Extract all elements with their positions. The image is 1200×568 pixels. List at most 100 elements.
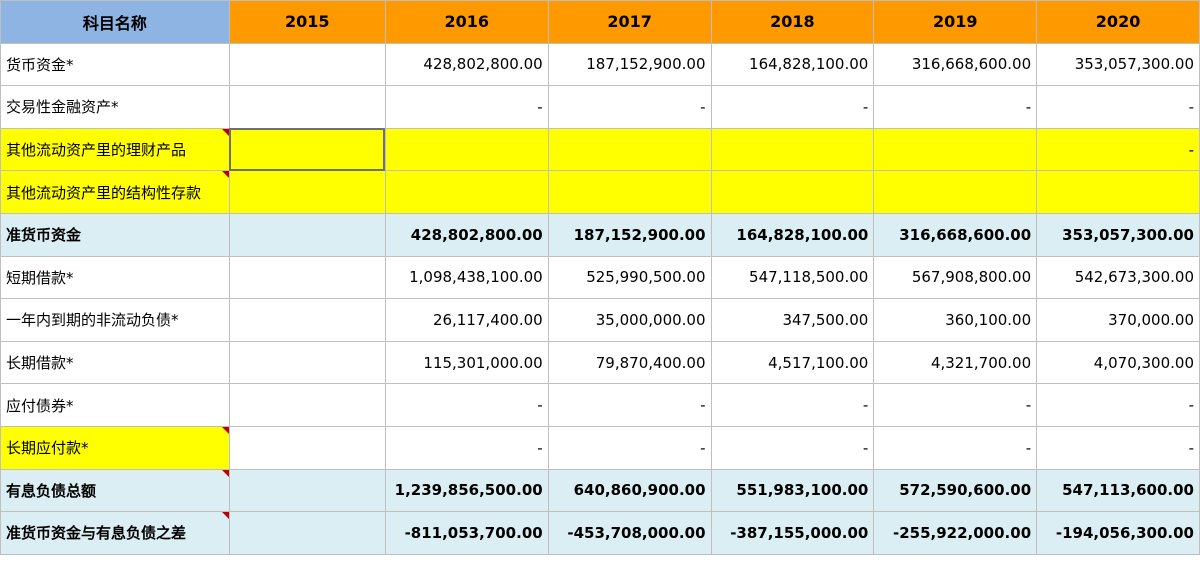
value-cell[interactable] xyxy=(873,127,1038,172)
table-row: 长期借款* 115,301,000.00 79,870,400.00 4,517… xyxy=(0,340,1200,385)
value-cell[interactable] xyxy=(384,127,549,172)
header-cell-2020[interactable]: 2020 xyxy=(1036,0,1200,44)
value-cell[interactable] xyxy=(384,170,549,214)
value-cell[interactable] xyxy=(228,425,386,470)
value-cell[interactable] xyxy=(228,468,386,513)
row-label-cell[interactable]: 其他流动资产里的理财产品 xyxy=(0,127,230,172)
value-cell[interactable]: -811,053,700.00 xyxy=(384,511,549,555)
header-cell-2016[interactable]: 2016 xyxy=(384,0,549,44)
value-cell[interactable]: -387,155,000.00 xyxy=(710,511,875,555)
value-cell[interactable]: - xyxy=(547,383,712,427)
value-cell[interactable]: 547,118,500.00 xyxy=(710,255,875,300)
value-cell[interactable]: - xyxy=(384,383,549,427)
row-label-cell[interactable]: 有息负债总额 xyxy=(0,468,230,513)
value-cell[interactable] xyxy=(228,511,386,555)
header-cell-2018[interactable]: 2018 xyxy=(710,0,875,44)
value-cell[interactable]: - xyxy=(873,85,1038,129)
row-label-cell[interactable]: 一年内到期的非流动负债* xyxy=(0,298,230,342)
value-cell[interactable]: 360,100.00 xyxy=(873,298,1038,342)
row-label-cell[interactable]: 准货币资金 xyxy=(0,212,230,257)
value-cell[interactable] xyxy=(873,170,1038,214)
value-cell[interactable]: 4,517,100.00 xyxy=(710,340,875,385)
row-label-cell[interactable]: 长期借款* xyxy=(0,340,230,385)
value-cell[interactable]: - xyxy=(1036,425,1200,470)
value-cell[interactable]: 572,590,600.00 xyxy=(873,468,1038,513)
value-cell[interactable]: 353,057,300.00 xyxy=(1036,42,1200,87)
value-cell[interactable]: -194,056,300.00 xyxy=(1036,511,1200,555)
table-row: 准货币资金与有息负债之差 -811,053,700.00 -453,708,00… xyxy=(0,511,1200,555)
value-cell[interactable]: - xyxy=(1036,85,1200,129)
value-cell[interactable] xyxy=(228,170,386,214)
value-cell[interactable]: 164,828,100.00 xyxy=(710,212,875,257)
value-cell[interactable] xyxy=(710,170,875,214)
header-cell-name[interactable]: 科目名称 xyxy=(0,0,230,44)
value-cell[interactable]: 370,000.00 xyxy=(1036,298,1200,342)
value-cell[interactable]: 164,828,100.00 xyxy=(710,42,875,87)
value-cell[interactable]: - xyxy=(873,383,1038,427)
table-row: 长期应付款* - - - - - xyxy=(0,425,1200,470)
value-cell[interactable]: 353,057,300.00 xyxy=(1036,212,1200,257)
value-cell[interactable]: -255,922,000.00 xyxy=(873,511,1038,555)
value-cell[interactable] xyxy=(228,383,386,427)
value-cell[interactable]: 187,152,900.00 xyxy=(547,212,712,257)
value-cell[interactable] xyxy=(547,170,712,214)
value-cell[interactable]: 525,990,500.00 xyxy=(547,255,712,300)
value-cell[interactable]: 79,870,400.00 xyxy=(547,340,712,385)
header-cell-2017[interactable]: 2017 xyxy=(547,0,712,44)
row-label-cell[interactable]: 交易性金融资产* xyxy=(0,85,230,129)
value-cell[interactable] xyxy=(228,85,386,129)
value-cell[interactable]: - xyxy=(710,85,875,129)
value-cell[interactable] xyxy=(228,255,386,300)
header-cell-2015[interactable]: 2015 xyxy=(228,0,386,44)
value-cell[interactable]: 1,239,856,500.00 xyxy=(384,468,549,513)
value-cell[interactable]: 4,321,700.00 xyxy=(873,340,1038,385)
table-row: 准货币资金 428,802,800.00 187,152,900.00 164,… xyxy=(0,212,1200,257)
row-label-cell[interactable]: 长期应付款* xyxy=(0,425,230,470)
value-cell[interactable] xyxy=(1036,170,1200,214)
value-cell[interactable]: -453,708,000.00 xyxy=(547,511,712,555)
row-label-cell[interactable]: 短期借款* xyxy=(0,255,230,300)
value-cell[interactable]: - xyxy=(547,85,712,129)
comment-marker-icon xyxy=(221,427,229,434)
value-cell[interactable]: - xyxy=(384,85,549,129)
value-cell[interactable]: 26,117,400.00 xyxy=(384,298,549,342)
value-cell[interactable]: 542,673,300.00 xyxy=(1036,255,1200,300)
header-cell-2019[interactable]: 2019 xyxy=(873,0,1038,44)
value-cell[interactable]: 316,668,600.00 xyxy=(873,42,1038,87)
value-cell[interactable]: 551,983,100.00 xyxy=(710,468,875,513)
value-cell[interactable]: - xyxy=(1036,383,1200,427)
value-cell[interactable]: 187,152,900.00 xyxy=(547,42,712,87)
row-label-cell[interactable]: 货币资金* xyxy=(0,42,230,87)
value-cell[interactable]: - xyxy=(547,425,712,470)
value-cell[interactable] xyxy=(547,127,712,172)
table-row: 一年内到期的非流动负债* 26,117,400.00 35,000,000.00… xyxy=(0,298,1200,342)
selected-cell[interactable] xyxy=(228,127,386,172)
row-label-text: 长期应付款* xyxy=(6,439,89,458)
value-cell[interactable] xyxy=(228,298,386,342)
value-cell[interactable]: 35,000,000.00 xyxy=(547,298,712,342)
row-label-cell[interactable]: 其他流动资产里的结构性存款 xyxy=(0,170,230,214)
table-row: 短期借款* 1,098,438,100.00 525,990,500.00 54… xyxy=(0,255,1200,300)
value-cell[interactable]: 640,860,900.00 xyxy=(547,468,712,513)
value-cell[interactable] xyxy=(228,212,386,257)
value-cell[interactable]: 347,500.00 xyxy=(710,298,875,342)
value-cell[interactable] xyxy=(228,42,386,87)
value-cell[interactable]: - xyxy=(710,383,875,427)
row-label-cell[interactable]: 应付债券* xyxy=(0,383,230,427)
value-cell[interactable] xyxy=(228,340,386,385)
value-cell[interactable]: 428,802,800.00 xyxy=(384,42,549,87)
value-cell[interactable]: 4,070,300.00 xyxy=(1036,340,1200,385)
value-cell[interactable]: - xyxy=(873,425,1038,470)
value-cell[interactable]: 567,908,800.00 xyxy=(873,255,1038,300)
value-cell[interactable]: 547,113,600.00 xyxy=(1036,468,1200,513)
value-cell[interactable]: 1,098,438,100.00 xyxy=(384,255,549,300)
table-row: 货币资金* 428,802,800.00 187,152,900.00 164,… xyxy=(0,42,1200,87)
value-cell[interactable]: - xyxy=(384,425,549,470)
row-label-cell[interactable]: 准货币资金与有息负债之差 xyxy=(0,511,230,555)
value-cell[interactable] xyxy=(710,127,875,172)
value-cell[interactable]: 428,802,800.00 xyxy=(384,212,549,257)
value-cell[interactable]: - xyxy=(1036,127,1200,172)
value-cell[interactable]: - xyxy=(710,425,875,470)
value-cell[interactable]: 115,301,000.00 xyxy=(384,340,549,385)
value-cell[interactable]: 316,668,600.00 xyxy=(873,212,1038,257)
